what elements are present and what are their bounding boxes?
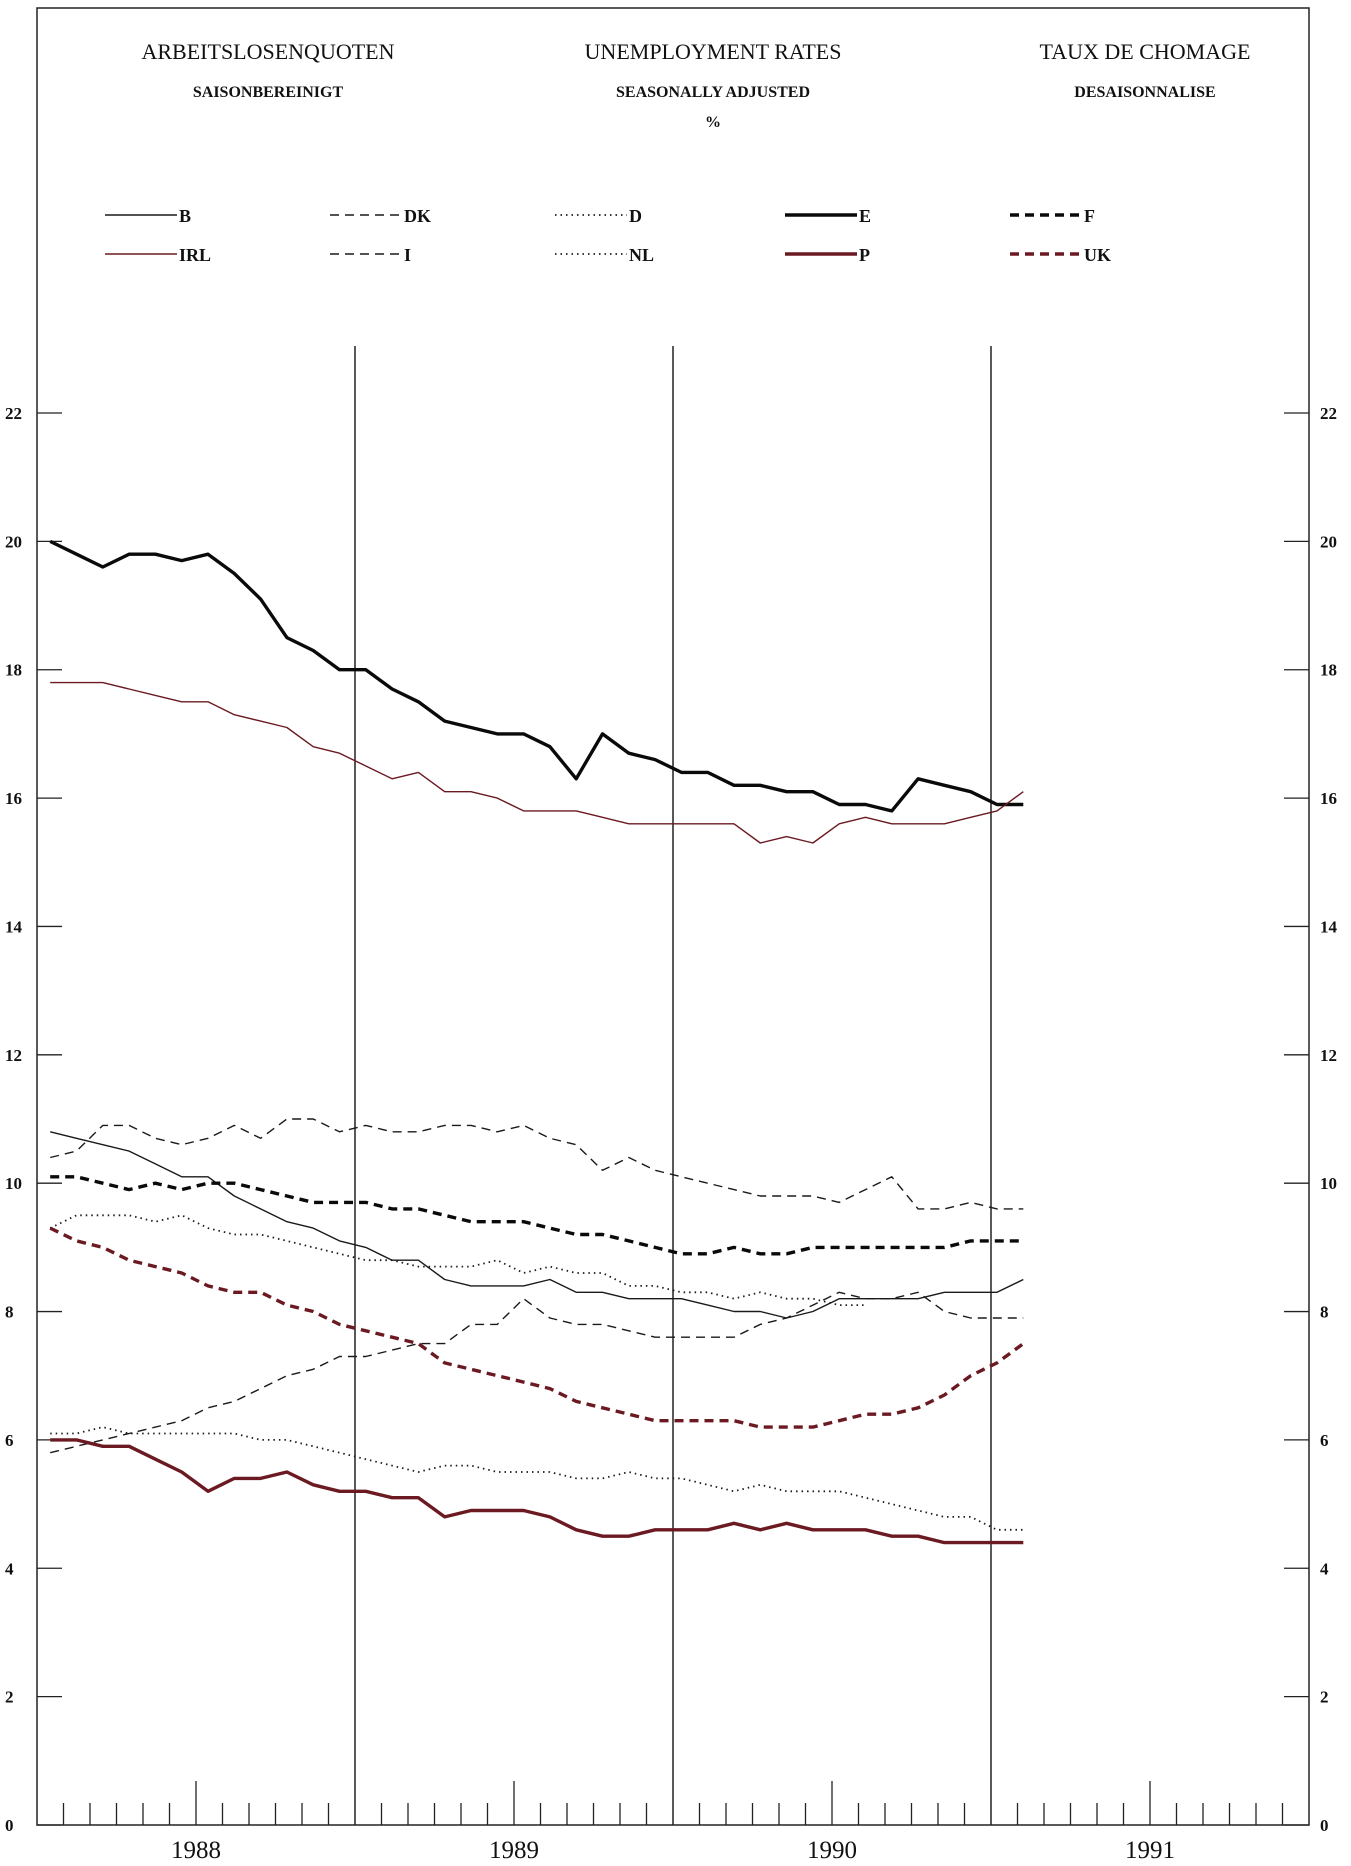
legend-label-b: B <box>179 206 191 226</box>
x-year-label: 1991 <box>1125 1837 1175 1864</box>
series-line-e <box>49 539 1024 813</box>
legend: B DK D E F IRL I NL P UK <box>105 206 1111 265</box>
y-tick-label-left: 18 <box>5 661 22 680</box>
y-tick-label-right: 12 <box>1320 1046 1337 1065</box>
y-tick-label-right: 22 <box>1320 404 1337 423</box>
legend-label-e: E <box>859 206 871 226</box>
legend-label-i: I <box>404 245 411 265</box>
legend-label-uk: UK <box>1084 245 1111 265</box>
legend-label-irl: IRL <box>179 245 211 265</box>
y-tick-label-left: 0 <box>5 1816 14 1835</box>
unit-label: % <box>705 114 721 131</box>
year-grid <box>354 346 992 1825</box>
legend-label-f: F <box>1084 206 1095 226</box>
y-tick-label-right: 8 <box>1320 1303 1329 1322</box>
y-tick-label-left: 16 <box>5 789 22 808</box>
y-tick-label-right: 18 <box>1320 661 1337 680</box>
series-line-b <box>50 1131 1024 1319</box>
subtitle-german: SAISONBEREINIGT <box>193 84 344 101</box>
series-line-f <box>50 1175 1024 1256</box>
series-line-d <box>49 1214 866 1306</box>
y-tick-label-right: 6 <box>1320 1431 1329 1450</box>
y-tick-label-right: 4 <box>1320 1559 1329 1578</box>
subtitle-french: DESAISONNALISE <box>1074 84 1215 101</box>
series-line-i <box>50 1291 1024 1454</box>
series-line-p <box>50 1438 1024 1545</box>
series-line-dk <box>50 1118 1024 1210</box>
legend-label-nl: NL <box>629 245 654 265</box>
y-tick-label-right: 0 <box>1320 1816 1329 1835</box>
subtitle-english: SEASONALLY ADJUSTED <box>616 84 810 101</box>
legend-label-dk: DK <box>404 206 431 226</box>
title-german: ARBEITSLOSENQUOTEN <box>142 39 395 64</box>
series-group <box>49 539 1025 1545</box>
y-tick-label-left: 22 <box>5 404 22 423</box>
x-year-label: 1990 <box>807 1837 857 1864</box>
legend-label-p: P <box>859 245 870 265</box>
y-tick-label-left: 20 <box>5 532 22 551</box>
y-tick-label-right: 10 <box>1320 1174 1337 1193</box>
title-english: UNEMPLOYMENT RATES <box>585 39 842 64</box>
series-line-irl <box>50 681 1024 844</box>
y-tick-label-right: 16 <box>1320 789 1337 808</box>
y-tick-label-left: 8 <box>5 1303 14 1322</box>
y-tick-label-right: 2 <box>1320 1688 1329 1707</box>
legend-label-d: D <box>629 206 642 226</box>
y-tick-label-left: 10 <box>5 1174 22 1193</box>
title-french: TAUX DE CHOMAGE <box>1040 39 1251 64</box>
y-tick-label-left: 4 <box>5 1559 14 1578</box>
y-tick-label-left: 6 <box>5 1431 14 1450</box>
y-tick-label-left: 2 <box>5 1688 14 1707</box>
x-year-label: 1988 <box>171 1837 221 1864</box>
y-tick-label-right: 14 <box>1320 917 1338 936</box>
y-tick-label-left: 12 <box>5 1046 22 1065</box>
series-line-uk <box>49 1226 1025 1429</box>
x-year-label: 1989 <box>489 1837 539 1864</box>
y-tick-label-right: 20 <box>1320 532 1337 551</box>
y-tick-label-left: 14 <box>5 917 23 936</box>
